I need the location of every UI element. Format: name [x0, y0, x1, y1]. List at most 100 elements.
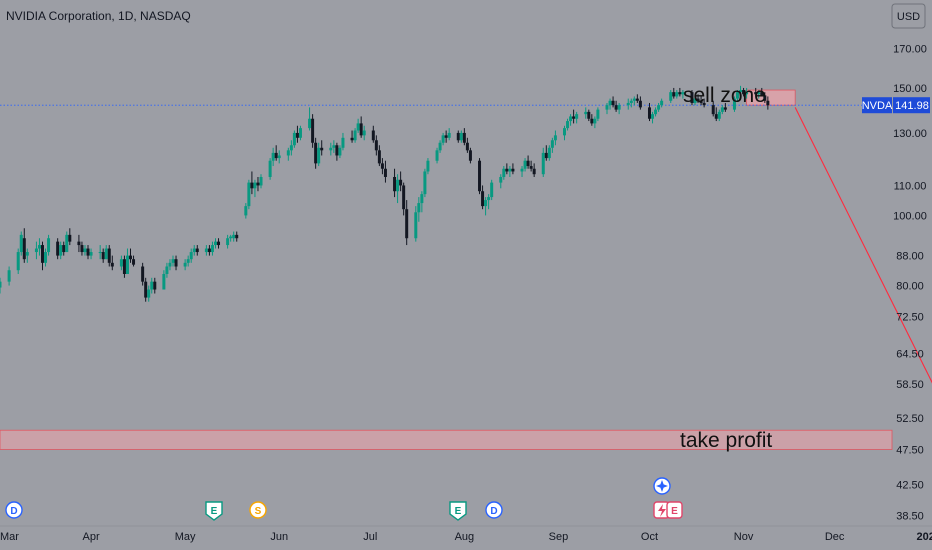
candle[interactable]: [584, 107, 588, 119]
candle[interactable]: [757, 90, 761, 99]
candle[interactable]: [526, 155, 530, 169]
candle[interactable]: [186, 255, 190, 267]
candle[interactable]: [444, 130, 448, 143]
candle[interactable]: [359, 116, 363, 138]
candle[interactable]: [423, 168, 427, 198]
candle[interactable]: [651, 111, 655, 124]
candle[interactable]: [572, 109, 576, 124]
currency-label[interactable]: USD: [897, 11, 920, 23]
candle[interactable]: [414, 206, 418, 242]
candle[interactable]: [754, 87, 758, 97]
candle[interactable]: [338, 145, 342, 159]
candle[interactable]: [402, 182, 406, 216]
candle[interactable]: [544, 145, 548, 161]
candle[interactable]: [229, 234, 233, 242]
candle[interactable]: [508, 166, 512, 177]
candle[interactable]: [590, 114, 594, 126]
candle[interactable]: [153, 277, 157, 294]
candle[interactable]: [714, 107, 718, 122]
candle[interactable]: [314, 137, 318, 169]
candle[interactable]: [329, 142, 333, 156]
candle[interactable]: [250, 171, 254, 195]
candle[interactable]: [760, 87, 764, 97]
candle[interactable]: [575, 111, 579, 124]
time-axis[interactable]: MarAprMayJunJulAugSepOctNovDec2025Feb: [0, 531, 932, 543]
price-axis[interactable]: 170.00 150.00 130.00 110.00 100.00 88.00 80.00…: [893, 44, 927, 523]
candle[interactable]: [678, 87, 682, 97]
candle[interactable]: [226, 234, 230, 249]
candle[interactable]: [232, 231, 236, 242]
candle[interactable]: [110, 255, 114, 271]
candle[interactable]: [502, 166, 506, 180]
candle[interactable]: [511, 163, 515, 175]
candle[interactable]: [553, 130, 557, 146]
candle[interactable]: [7, 266, 11, 286]
candle[interactable]: [723, 102, 727, 112]
candle[interactable]: [101, 248, 105, 263]
candle[interactable]: [353, 128, 357, 143]
candle[interactable]: [393, 168, 397, 198]
candle[interactable]: [660, 98, 664, 108]
candle[interactable]: [165, 262, 169, 278]
candle[interactable]: [40, 241, 44, 271]
candle[interactable]: [244, 203, 248, 219]
candle[interactable]: [47, 234, 51, 256]
candle[interactable]: [129, 248, 133, 263]
candle[interactable]: [19, 231, 23, 256]
candle[interactable]: [532, 163, 536, 177]
candle[interactable]: [763, 92, 767, 103]
candle[interactable]: [350, 130, 354, 143]
candle[interactable]: [0, 277, 2, 294]
candle[interactable]: [295, 125, 299, 143]
candle[interactable]: [720, 105, 724, 115]
candle[interactable]: [626, 98, 630, 110]
candle[interactable]: [520, 166, 524, 177]
candle[interactable]: [696, 94, 700, 103]
candle[interactable]: [122, 255, 126, 278]
candle[interactable]: [104, 245, 108, 260]
earnings-event-marker[interactable]: E: [205, 501, 223, 521]
candle[interactable]: [162, 270, 166, 290]
candle[interactable]: [89, 248, 93, 260]
candle[interactable]: [611, 96, 615, 108]
candle[interactable]: [213, 238, 217, 249]
candle[interactable]: [635, 94, 639, 103]
candle[interactable]: [380, 158, 384, 175]
candle[interactable]: [59, 241, 63, 260]
candle[interactable]: [62, 241, 66, 256]
candle[interactable]: [147, 285, 151, 302]
candle[interactable]: [271, 147, 275, 167]
candle[interactable]: [65, 231, 69, 253]
candle[interactable]: [420, 191, 424, 213]
candle[interactable]: [699, 96, 703, 106]
candle[interactable]: [638, 96, 642, 110]
candle[interactable]: [189, 248, 193, 263]
dividend-event-marker[interactable]: D: [485, 501, 503, 519]
candle[interactable]: [711, 100, 715, 117]
candle[interactable]: [44, 248, 48, 267]
candle[interactable]: [732, 96, 736, 112]
candle[interactable]: [647, 102, 651, 122]
candle[interactable]: [298, 125, 302, 141]
candle[interactable]: [742, 87, 746, 97]
candle[interactable]: [34, 241, 38, 260]
candle[interactable]: [125, 248, 129, 274]
candle[interactable]: [672, 87, 676, 99]
candle[interactable]: [399, 171, 403, 192]
candle[interactable]: [77, 234, 81, 253]
candle[interactable]: [207, 245, 211, 256]
candle[interactable]: [183, 259, 187, 271]
take-profit-label[interactable]: take profit: [680, 429, 772, 452]
candle[interactable]: [253, 179, 257, 198]
candle[interactable]: [417, 197, 421, 222]
candle[interactable]: [25, 248, 29, 263]
candle[interactable]: [22, 228, 26, 263]
candle[interactable]: [405, 200, 409, 246]
split-event-marker[interactable]: S: [249, 501, 267, 519]
candle[interactable]: [320, 140, 324, 156]
candle[interactable]: [83, 245, 87, 256]
candle[interactable]: [56, 238, 60, 260]
candle[interactable]: [654, 107, 658, 117]
candle[interactable]: [268, 158, 272, 180]
